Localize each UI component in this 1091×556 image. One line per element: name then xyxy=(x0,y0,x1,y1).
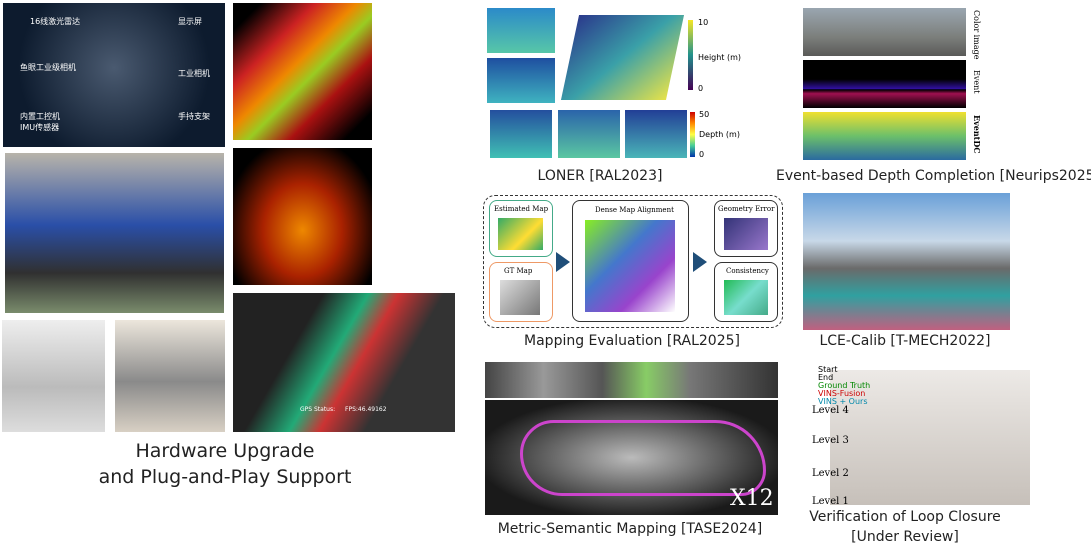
depth-image xyxy=(625,110,687,158)
caption: Metric-Semantic Mapping [TASE2024] xyxy=(497,521,763,537)
map xyxy=(498,218,543,250)
device-photo xyxy=(115,320,225,432)
colorbar xyxy=(690,112,695,157)
level-label: Level 1 xyxy=(812,496,849,507)
colorbar-min: 0 xyxy=(698,84,704,93)
legend-item: VINS + Ours xyxy=(818,397,868,406)
depth-image xyxy=(487,58,555,103)
caption: Event-based Depth Completion [Neurips202… xyxy=(776,168,1091,184)
row-label: Color image xyxy=(972,10,981,60)
arrow xyxy=(693,252,707,272)
panel-title: Estimated Map xyxy=(494,205,549,213)
camera-strip xyxy=(485,362,778,398)
legend-item: Ground Truth xyxy=(818,381,871,390)
map xyxy=(500,280,540,315)
map xyxy=(724,218,768,250)
caption: Hardware Upgrade xyxy=(135,440,315,462)
point-cloud xyxy=(233,3,372,140)
gps-status: GPS Status: xyxy=(300,406,336,413)
caption: [Under Review] xyxy=(851,529,959,545)
colorbar-label: Depth (m) xyxy=(699,130,740,139)
colorbar-max: 10 xyxy=(698,18,709,27)
label: 显示屏 xyxy=(178,17,202,26)
caption: LONER [RAL2023] xyxy=(537,168,663,184)
label: 手持支架 xyxy=(178,112,210,121)
device-photo xyxy=(3,3,225,147)
dashed-frame xyxy=(483,195,783,328)
trajectory xyxy=(520,420,766,496)
colorbar-max: 50 xyxy=(699,110,710,119)
3d-map xyxy=(560,15,685,100)
fps: FPS:46.49162 xyxy=(345,406,387,413)
panel-title: Consistency xyxy=(726,267,769,275)
map xyxy=(724,280,768,315)
depth-image xyxy=(803,112,966,160)
event-image xyxy=(803,60,966,108)
row-label: EventDC xyxy=(972,115,982,154)
level-label: Level 2 xyxy=(812,468,849,479)
device-photo xyxy=(5,153,224,313)
depth-image xyxy=(487,8,555,53)
label: 鱼眼工业级相机 xyxy=(20,63,76,72)
legend-item: VINS-Fusion xyxy=(818,389,866,398)
arrow xyxy=(556,252,570,272)
point-cloud xyxy=(233,148,372,285)
colorbar-label: Height (m) xyxy=(698,53,742,62)
label: 16线激光雷达 xyxy=(30,17,81,26)
caption: Mapping Evaluation [RAL2025] xyxy=(524,333,740,349)
caption: LCE-Calib [T-MECH2022] xyxy=(819,333,991,349)
caption: and Plug-and-Play Support xyxy=(98,466,352,488)
depth-image xyxy=(490,110,552,158)
label: 工业相机 xyxy=(178,69,210,78)
panel-title: Dense Map Alignment xyxy=(595,206,674,214)
colorbar xyxy=(688,20,693,90)
depth-image xyxy=(558,110,620,158)
label: IMU传感器 xyxy=(20,123,60,132)
device-photo xyxy=(2,320,105,432)
legend-item: End xyxy=(818,373,834,382)
level-label: Level 4 xyxy=(812,405,849,416)
row-label: Event xyxy=(972,70,981,94)
colorbar-min: 0 xyxy=(699,150,705,159)
building-section xyxy=(830,370,1030,505)
color-image xyxy=(803,8,966,56)
level-label: Level 3 xyxy=(812,435,849,446)
label: 内置工控机 xyxy=(20,112,60,121)
panel-title: GT Map xyxy=(504,267,533,275)
panel-title: Geometry Error xyxy=(718,205,775,213)
calib-image xyxy=(803,193,1010,330)
caption: Verification of Loop Closure xyxy=(809,509,1001,525)
map xyxy=(585,220,675,312)
speed-label: X12 xyxy=(730,486,774,511)
legend-item: Start xyxy=(818,365,838,374)
gui-screenshot xyxy=(233,293,455,432)
